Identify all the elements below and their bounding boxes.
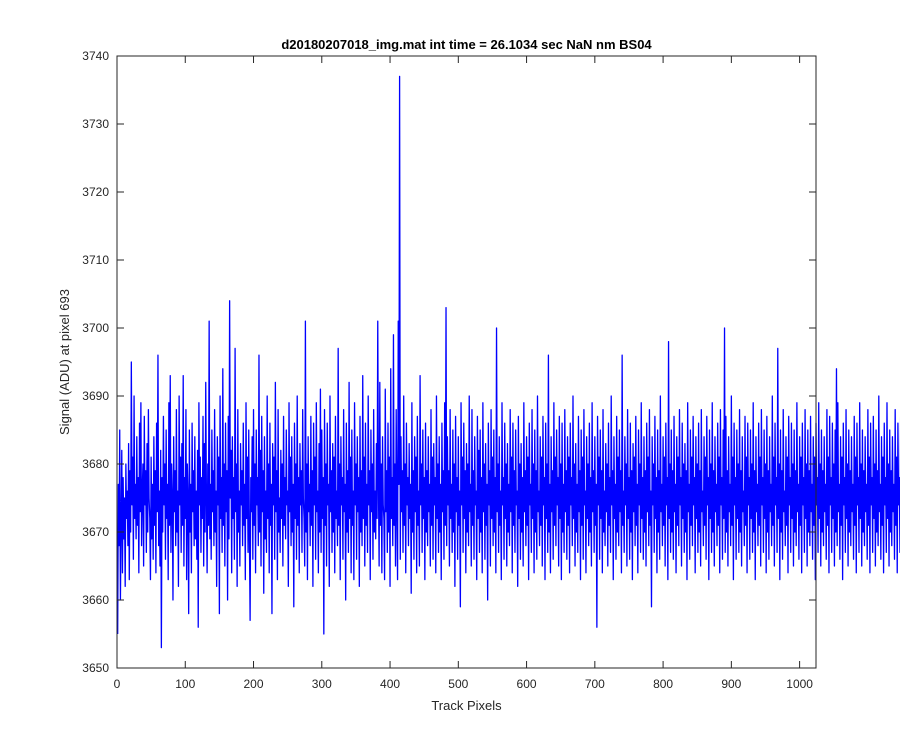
x-tick-label: 100 (175, 677, 195, 691)
y-tick-label: 3660 (82, 593, 109, 607)
x-axis-label: Track Pixels (431, 698, 502, 713)
x-tick-label: 500 (448, 677, 468, 691)
y-tick-label: 3690 (82, 389, 109, 403)
chart-title: d20180207018_img.mat int time = 26.1034 … (281, 37, 652, 52)
x-tick-label: 600 (517, 677, 537, 691)
x-tick-label: 800 (653, 677, 673, 691)
y-tick-label: 3730 (82, 117, 109, 131)
y-axis-label: Signal (ADU) at pixel 693 (57, 289, 72, 435)
series-line-0 (117, 75, 900, 649)
x-tick-label: 1000 (786, 677, 813, 691)
x-axis-ticks: 0 100 200 300 400 500 600 700 800 900 1000 (114, 56, 813, 691)
y-tick-label: 3650 (82, 661, 109, 675)
y-tick-label: 3680 (82, 457, 109, 471)
y-tick-label: 3670 (82, 525, 109, 539)
y-tick-label: 3700 (82, 321, 109, 335)
x-tick-label: 900 (721, 677, 741, 691)
x-tick-label: 400 (380, 677, 400, 691)
series-layer (117, 75, 900, 649)
x-tick-label: 200 (244, 677, 264, 691)
plot-area-background (117, 56, 816, 668)
y-axis-ticks: 3650 3660 3670 3680 3690 3700 3710 3720 3730 3740 (82, 49, 816, 675)
y-tick-label: 3710 (82, 253, 109, 267)
y-tick-label: 3740 (82, 49, 109, 63)
plot-area-border (116, 55, 817, 669)
x-tick-label: 300 (312, 677, 332, 691)
x-tick-label: 700 (585, 677, 605, 691)
y-tick-label: 3720 (82, 185, 109, 199)
x-tick-label: 0 (114, 677, 121, 691)
